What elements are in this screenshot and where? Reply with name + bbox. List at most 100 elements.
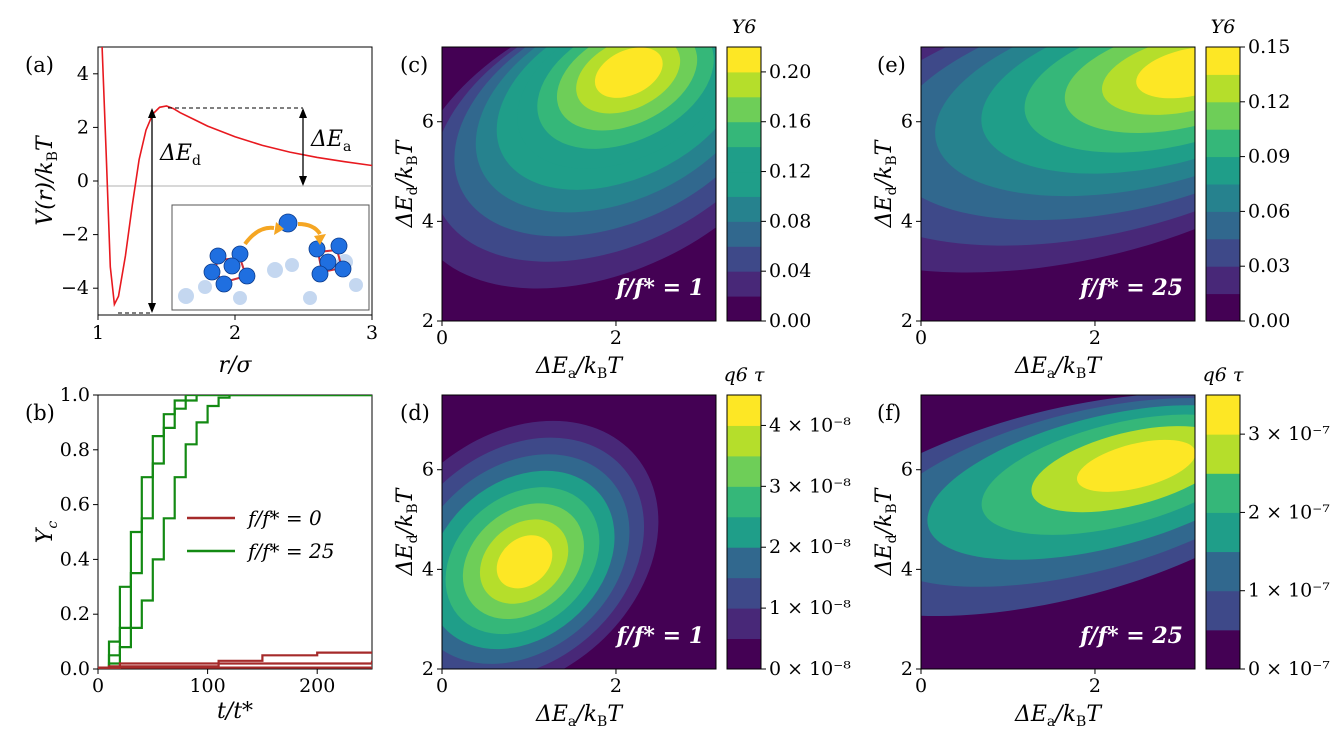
contour-band	[496, 535, 553, 589]
atom	[231, 245, 249, 263]
contour-band	[594, 47, 663, 98]
x-tick-label: 2	[229, 322, 241, 344]
y-axis-label: ΔEd/kBT	[393, 138, 421, 228]
colorbar-segment	[1206, 74, 1240, 103]
colorbar-segment	[727, 146, 761, 173]
colorbar-tick-label: 0.03	[1248, 255, 1290, 277]
y-axis-label: ΔEd/kBT	[393, 486, 421, 576]
colorbar-segment	[1206, 395, 1240, 435]
colorbar-tick-label: 4 × 10⁻⁸	[769, 414, 851, 436]
colorbar-tick-label: 1 × 10⁻⁸	[769, 597, 851, 619]
colorbar-tick-label: 2 × 10⁻⁷	[1248, 501, 1330, 523]
colorbar-segment	[727, 271, 761, 297]
panel-label: (f)	[877, 401, 901, 425]
y-axis-label-b: Yc	[33, 521, 61, 544]
panel-annotation: f/f* = 1	[614, 623, 704, 649]
x-axis-label-a: r/σ	[219, 353, 253, 378]
x-axis-label: ΔEa/kBT	[535, 702, 624, 730]
y-tick-label: 0.2	[60, 603, 90, 625]
atom	[308, 240, 326, 258]
x-tick-label: 2	[1089, 327, 1101, 349]
colorbar-frame	[1205, 394, 1241, 670]
y-tick-label: 2	[77, 116, 89, 138]
colorbar-segment	[727, 96, 761, 123]
colorbar-tick-label: 3 × 10⁻⁷	[1248, 423, 1330, 445]
x-tick-label: 0	[92, 675, 104, 697]
x-tick-label: 200	[299, 675, 335, 697]
colorbar-segment	[1206, 238, 1240, 267]
colorbar-segment	[727, 395, 761, 426]
axes-frame	[441, 394, 717, 670]
colorbar-segment	[1206, 266, 1240, 295]
colorbar-tick-label: 0.12	[769, 161, 811, 183]
y-tick-label: 6	[901, 459, 913, 481]
legend-b: f/f* = 0 f/f* = 25	[187, 506, 334, 563]
atom	[238, 267, 256, 285]
x-tick-label: 0	[436, 675, 448, 697]
colorbar-tick-label: 0.06	[1248, 200, 1290, 222]
faded-atom	[349, 278, 363, 292]
atom	[209, 247, 227, 265]
x-tick-label: 0	[915, 327, 927, 349]
colorbar-label: q6 τ	[1203, 364, 1244, 386]
colorbar-segment	[727, 455, 761, 487]
potential-curve	[101, 47, 372, 308]
moving-atom	[278, 213, 298, 233]
colorbar-segment	[727, 47, 761, 73]
colorbar-segment	[727, 516, 761, 548]
legend-label-f0: f/f* = 0	[246, 506, 322, 530]
colorbar-tick-label: 0 × 10⁻⁷	[1248, 658, 1330, 680]
y-tick-label: 4	[901, 558, 913, 580]
colorbar-frame	[726, 394, 762, 670]
atom	[223, 257, 241, 275]
y-axis-label-a: V(r)/kBT	[33, 134, 61, 226]
y-tick-label: 2	[422, 658, 434, 680]
colorbar-tick-label: 0 × 10⁻⁸	[769, 658, 851, 680]
faded-atom	[178, 288, 194, 304]
x-tick-label: 1	[92, 322, 104, 344]
colorbar-tick-label: 0.09	[1248, 146, 1290, 168]
contour-band	[1076, 439, 1195, 492]
panel-label-b: (b)	[25, 401, 55, 425]
y-tick-label: −2	[61, 224, 89, 246]
colorbar-tick-label: 2 × 10⁻⁸	[769, 536, 851, 558]
hop-arrowhead-2	[314, 234, 326, 245]
colorbar-segment	[727, 425, 761, 457]
delta-ed-arrowhead-down	[148, 303, 156, 313]
colorbar-segment	[727, 296, 761, 322]
y-tick-label: 0.6	[60, 494, 90, 516]
colorbar-segment	[1206, 629, 1240, 670]
y-tick-label: 2	[422, 310, 434, 332]
colorbar-frame	[726, 46, 762, 322]
faded-atom	[198, 280, 212, 294]
y-tick-label: −4	[61, 277, 89, 299]
colorbar-segment	[727, 577, 761, 609]
colorbar-segment	[727, 71, 761, 98]
x-tick-label: 2	[1089, 675, 1101, 697]
panel-annotation: f/f* = 1	[614, 275, 704, 301]
x-tick-label: 0	[915, 675, 927, 697]
colorbar-segment	[1206, 512, 1240, 553]
x-tick-label: 100	[189, 675, 225, 697]
colorbar-tick-label: 0.00	[769, 310, 811, 332]
y-tick-label: 6	[422, 459, 434, 481]
legend-label-f25: f/f* = 25	[246, 539, 334, 563]
series-line	[98, 660, 372, 669]
y-tick-label: 1.0	[60, 384, 90, 406]
y-tick-label: 6	[422, 111, 434, 133]
panel-a: (a) ΔEd ΔEa	[25, 46, 378, 378]
series-line	[98, 395, 372, 669]
colorbar-segment	[727, 121, 761, 148]
y-tick-label: 0	[77, 170, 89, 192]
colorbar-segment	[727, 196, 761, 222]
colorbar-segment	[727, 221, 761, 247]
y-tick-label: 2	[901, 658, 913, 680]
cluster-inset	[171, 204, 370, 311]
atom	[311, 265, 329, 283]
colorbar-segment	[727, 547, 761, 579]
